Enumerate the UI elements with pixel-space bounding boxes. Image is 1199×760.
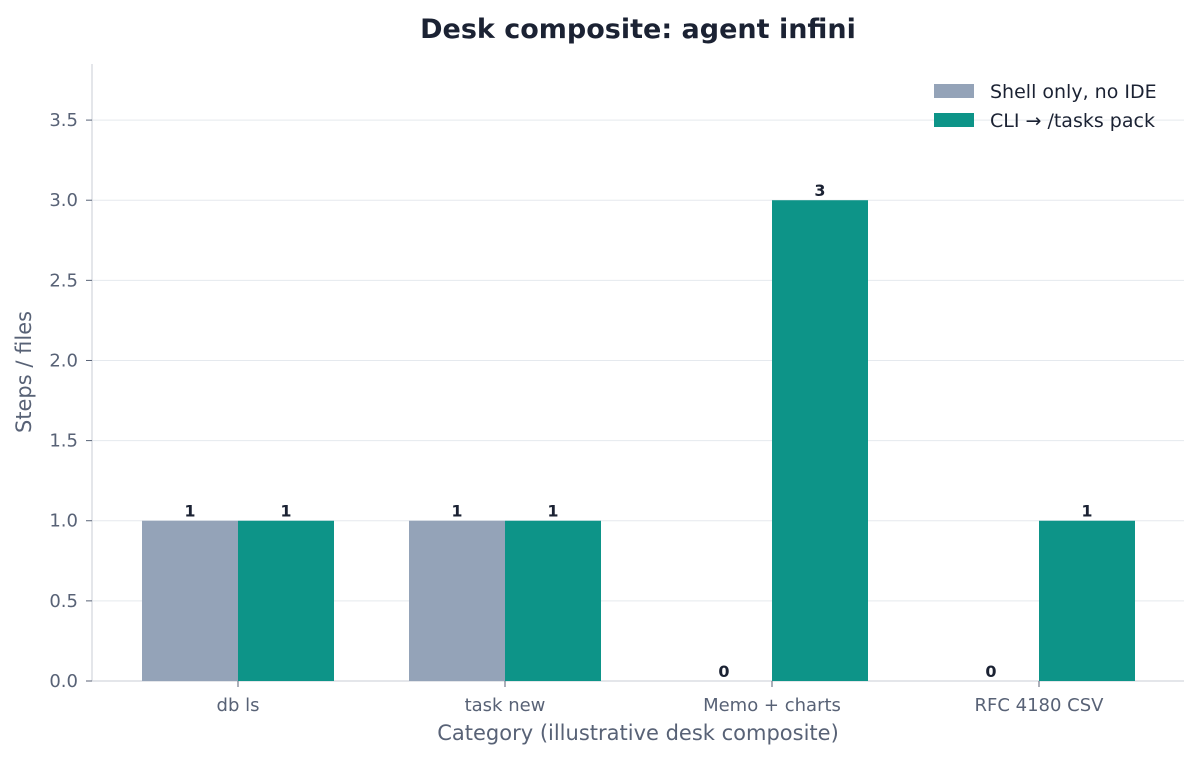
x-tick-label: task new [465,695,546,716]
y-axis-label: Steps / files [12,311,36,433]
y-tick-label: 3.5 [49,110,78,131]
legend-swatch [934,113,974,127]
bar [238,520,334,681]
y-ticks: 0.0 0.5 1.0 1.5 2.0 2.5 3.0 3.5 [49,110,92,692]
bar-value-label: 0 [985,662,996,681]
bar-value-label: 3 [814,181,825,200]
y-tick-label: 0.5 [49,591,78,612]
y-tick-label: 2.5 [49,270,78,291]
bar-value-label: 1 [451,502,462,521]
bar-value-label: 1 [280,502,291,521]
y-tick-label: 0.0 [49,671,78,692]
legend-label: Shell only, no IDE [990,81,1157,103]
bar [505,520,601,681]
y-tick-label: 1.0 [49,511,78,532]
bars [142,200,1135,682]
legend-label: CLI → /tasks pack [990,110,1155,132]
bar-value-label: 1 [184,502,195,521]
bar-value-label: 0 [718,662,729,681]
x-tick-label: Memo + charts [703,695,841,716]
bar-value-labels: 1 1 1 1 0 3 0 1 [184,181,1092,681]
bar [409,520,505,681]
bar [142,520,238,681]
bar [772,200,868,682]
x-tick-label: db ls [217,695,260,716]
legend-swatch [934,84,974,98]
x-tick-label: RFC 4180 CSV [975,695,1105,716]
y-tick-label: 2.0 [49,350,78,371]
bar [1039,520,1135,681]
x-ticks: db ls task new Memo + charts RFC 4180 CSV [217,681,1105,716]
chart-title: Desk composite: agent infini [420,14,856,45]
x-axis-label: Category (illustrative desk composite) [437,721,839,745]
bar-value-label: 1 [547,502,558,521]
legend: Shell only, no IDE CLI → /tasks pack [934,81,1157,132]
bar-value-label: 1 [1081,502,1092,521]
y-tick-label: 3.0 [49,190,78,211]
y-tick-label: 1.5 [49,431,78,452]
